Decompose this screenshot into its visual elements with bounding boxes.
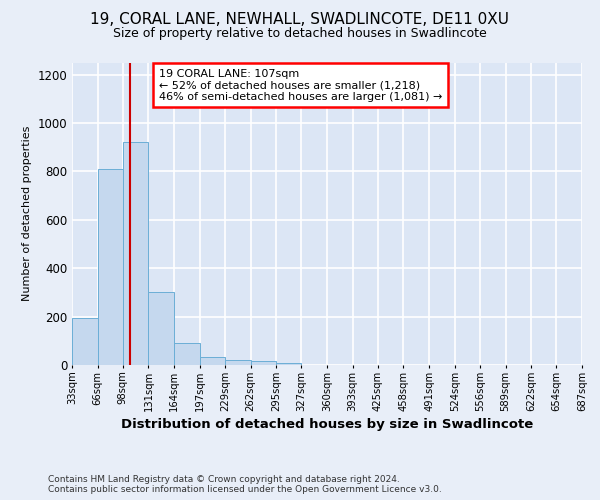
Text: Size of property relative to detached houses in Swadlincote: Size of property relative to detached ho… bbox=[113, 28, 487, 40]
Bar bbox=[225, 360, 251, 365]
Bar bbox=[200, 356, 225, 365]
Text: 19, CORAL LANE, NEWHALL, SWADLINCOTE, DE11 0XU: 19, CORAL LANE, NEWHALL, SWADLINCOTE, DE… bbox=[91, 12, 509, 28]
Bar bbox=[251, 362, 277, 365]
Bar bbox=[122, 142, 148, 365]
Bar bbox=[148, 292, 174, 365]
X-axis label: Distribution of detached houses by size in Swadlincote: Distribution of detached houses by size … bbox=[121, 418, 533, 431]
Bar bbox=[72, 318, 98, 365]
Y-axis label: Number of detached properties: Number of detached properties bbox=[22, 126, 32, 302]
Bar bbox=[98, 169, 122, 365]
Text: 19 CORAL LANE: 107sqm
← 52% of detached houses are smaller (1,218)
46% of semi-d: 19 CORAL LANE: 107sqm ← 52% of detached … bbox=[158, 68, 442, 102]
Bar bbox=[174, 343, 200, 365]
Bar bbox=[277, 362, 301, 365]
Text: Contains HM Land Registry data © Crown copyright and database right 2024.
Contai: Contains HM Land Registry data © Crown c… bbox=[48, 474, 442, 494]
